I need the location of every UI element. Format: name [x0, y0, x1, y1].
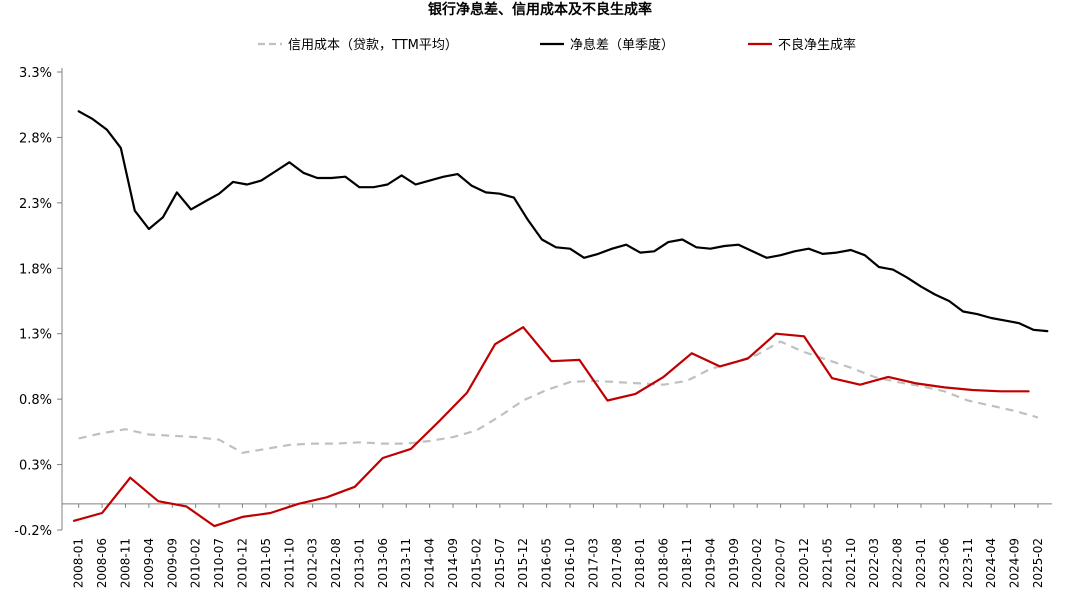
- y-axis: 3.3% 2.8% 2.3% 1.8% 1.3% 0.8% 0.3% -0.2%: [14, 66, 63, 539]
- x-tick-label: 2016-10: [563, 538, 577, 588]
- x-tick-label: 2010-07: [212, 538, 226, 588]
- x-tick-label: 2017-03: [586, 538, 600, 588]
- y-tick-label: 2.3%: [19, 197, 52, 212]
- y-tick-label: 1.8%: [19, 262, 52, 277]
- legend-label-2: 不良净生成率: [778, 37, 856, 53]
- x-tick-label: 2018-06: [657, 538, 671, 588]
- x-tick-label: 2012-08: [329, 538, 343, 588]
- y-tick-label: 0.3%: [19, 459, 52, 474]
- y-tick-label: 2.8%: [19, 131, 52, 146]
- x-tick-label: 2023-11: [961, 538, 975, 588]
- y-tick-label: 1.3%: [19, 328, 52, 343]
- x-tick-label: 2008-11: [118, 538, 132, 588]
- x-tick-label: 2018-11: [680, 538, 694, 588]
- x-tick-label: 2023-01: [914, 538, 928, 588]
- x-tick-label: 2009-09: [165, 538, 179, 588]
- x-tick-label: 2024-04: [984, 538, 998, 588]
- x-tick-label: 2025-02: [1031, 538, 1045, 588]
- x-tick-label: 2013-01: [352, 538, 366, 588]
- x-tick-label: 2008-01: [72, 538, 86, 588]
- series-layer: [72, 110, 1049, 528]
- x-tick-label: 2015-07: [493, 538, 507, 588]
- legend: 信用成本（贷款，TTM平均） 净息差（单季度） 不良净生成率: [258, 37, 856, 53]
- y-tick-label: 3.3%: [19, 66, 52, 81]
- x-tick-label: 2020-12: [797, 538, 811, 588]
- x-tick-label: 2019-04: [703, 538, 717, 588]
- chart-title: 银行净息差、信用成本及不良生成率: [428, 1, 652, 18]
- x-tick-label: 2022-03: [867, 538, 881, 588]
- series-line-2: [72, 326, 1030, 528]
- series-line-1: [77, 110, 1049, 333]
- y-tick-label: 0.8%: [19, 393, 52, 408]
- y-tick-label: -0.2%: [14, 524, 52, 539]
- x-tick-label: 2015-12: [516, 538, 530, 588]
- x-tick-label: 2019-09: [727, 538, 741, 588]
- x-tick-label: 2020-02: [750, 538, 764, 588]
- x-tick-label: 2010-12: [235, 538, 249, 588]
- legend-label-1: 净息差（单季度）: [570, 37, 674, 53]
- x-tick-label: 2008-06: [95, 538, 109, 588]
- x-tick-label: 2017-08: [610, 538, 624, 588]
- x-tick-label: 2024-09: [1008, 538, 1022, 588]
- x-tick-label: 2014-04: [423, 538, 437, 588]
- x-axis: 2008-01 2008-06 2008-11 2009-04 2009-09 2010-…: [62, 503, 1052, 588]
- x-tick-label: 2015-02: [469, 538, 483, 588]
- legend-label-0: 信用成本（贷款，TTM平均）: [288, 38, 458, 53]
- series-line-0: [78, 340, 1039, 454]
- x-tick-label: 2012-03: [306, 538, 320, 588]
- x-tick-label: 2022-08: [891, 538, 905, 588]
- x-tick-label: 2021-10: [844, 538, 858, 588]
- x-tick-label: 2023-06: [937, 538, 951, 588]
- x-tick-label: 2011-05: [259, 538, 273, 588]
- x-tick-label: 2013-06: [376, 538, 390, 588]
- x-tick-label: 2011-10: [282, 538, 296, 588]
- x-tick-label: 2014-09: [446, 538, 460, 588]
- x-tick-label: 2016-05: [540, 538, 554, 588]
- x-tick-label: 2010-02: [189, 538, 203, 588]
- x-tick-label: 2020-07: [774, 538, 788, 588]
- x-tick-label: 2021-05: [820, 538, 834, 588]
- x-tick-label: 2009-04: [142, 538, 156, 588]
- x-tick-label: 2013-11: [399, 538, 413, 588]
- x-tick-label: 2018-01: [633, 538, 647, 588]
